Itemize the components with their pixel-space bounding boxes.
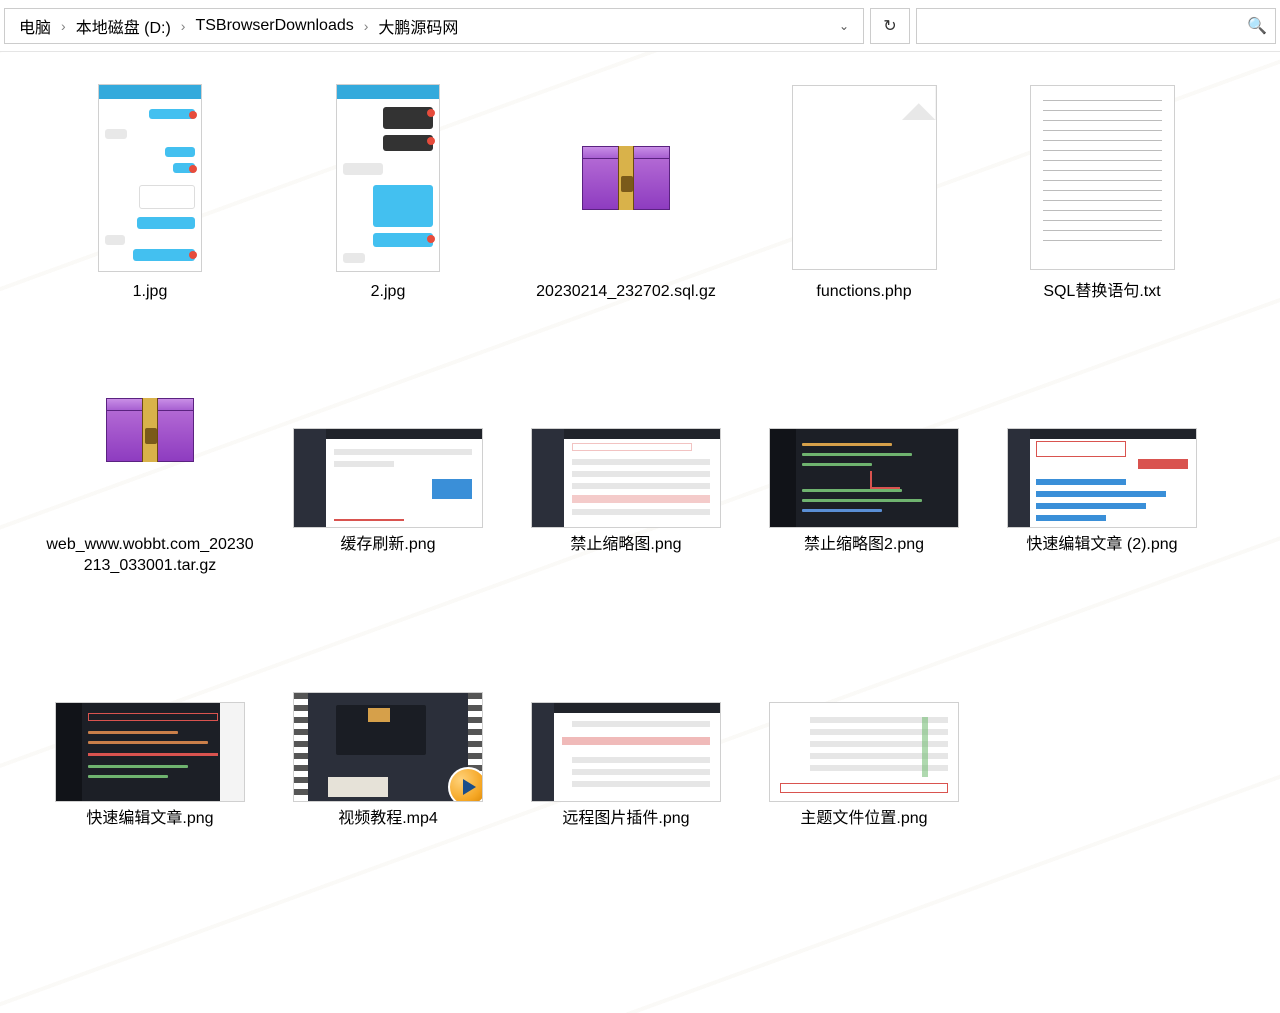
- file-name: 快速编辑文章 (2).png: [1026, 534, 1177, 556]
- file-item[interactable]: 禁止缩略图2.png: [754, 333, 974, 556]
- file-item[interactable]: 快速编辑文章 (2).png: [992, 333, 1212, 556]
- crumb-folder2[interactable]: 大鹏源码网: [374, 14, 462, 38]
- file-grid: 1.jpg 2.jpg 20230214_2327: [0, 52, 1280, 857]
- file-name: 2.jpg: [371, 281, 406, 303]
- file-name: functions.php: [816, 281, 911, 303]
- file-name: 主题文件位置.png: [800, 808, 927, 830]
- file-thumbnail: [293, 607, 483, 802]
- video-icon: [293, 692, 483, 802]
- file-thumbnail: [1007, 333, 1197, 528]
- file-name: 20230214_232702.sql.gz: [536, 281, 716, 303]
- crumb-folder1[interactable]: TSBrowserDownloads: [191, 17, 357, 35]
- search-input[interactable]: [925, 18, 1241, 34]
- file-item[interactable]: 20230214_232702.sql.gz: [516, 80, 736, 303]
- refresh-icon: ↻: [883, 16, 896, 36]
- file-thumbnail: [55, 607, 245, 802]
- file-item[interactable]: 远程图片插件.png: [516, 607, 736, 830]
- breadcrumb[interactable]: 电脑 › 本地磁盘 (D:) › TSBrowserDownloads › 大鹏…: [4, 8, 864, 44]
- file-item[interactable]: 禁止缩略图.png: [516, 333, 736, 556]
- php-file-icon: [792, 85, 937, 270]
- file-item[interactable]: web_www.wobbt.com_20230213_033001.tar.gz: [40, 333, 260, 577]
- file-name: 禁止缩略图2.png: [804, 534, 924, 556]
- crumb-pc[interactable]: 电脑: [15, 14, 55, 38]
- file-thumbnail: [293, 333, 483, 528]
- archive-icon: [106, 398, 194, 462]
- file-item[interactable]: 1.jpg: [40, 80, 260, 303]
- file-thumbnail: [531, 607, 721, 802]
- play-icon: [448, 767, 483, 802]
- file-thumbnail: [531, 80, 721, 275]
- chevron-down-icon[interactable]: ⌄: [831, 19, 857, 33]
- file-item[interactable]: 快速编辑文章.png: [40, 607, 260, 830]
- file-name: 禁止缩略图.png: [570, 534, 681, 556]
- chevron-right-icon: ›: [358, 18, 375, 34]
- file-name: 远程图片插件.png: [562, 808, 689, 830]
- file-item[interactable]: 主题文件位置.png: [754, 607, 974, 830]
- search-icon: 🔍: [1241, 16, 1267, 36]
- file-thumbnail: [769, 607, 959, 802]
- chevron-right-icon: ›: [55, 18, 72, 34]
- file-thumbnail: [1007, 80, 1197, 275]
- file-thumbnail: [769, 80, 959, 275]
- search-box[interactable]: 🔍: [916, 8, 1276, 44]
- file-item[interactable]: SQL替换语句.txt: [992, 80, 1212, 303]
- file-thumbnail: [293, 80, 483, 275]
- address-toolbar: 电脑 › 本地磁盘 (D:) › TSBrowserDownloads › 大鹏…: [0, 0, 1280, 52]
- file-name: 1.jpg: [133, 281, 168, 303]
- file-name: 缓存刷新.png: [340, 534, 435, 556]
- text-file-icon: [1030, 85, 1175, 270]
- file-thumbnail: [769, 333, 959, 528]
- file-item[interactable]: 视频教程.mp4: [278, 607, 498, 830]
- file-name: 视频教程.mp4: [338, 808, 438, 830]
- file-item[interactable]: 缓存刷新.png: [278, 333, 498, 556]
- crumb-drive[interactable]: 本地磁盘 (D:): [72, 14, 175, 38]
- chevron-right-icon: ›: [175, 18, 192, 34]
- file-name: SQL替换语句.txt: [1043, 281, 1160, 303]
- refresh-button[interactable]: ↻: [870, 8, 910, 44]
- file-item[interactable]: 2.jpg: [278, 80, 498, 303]
- archive-icon: [582, 146, 670, 210]
- file-name: web_www.wobbt.com_20230213_033001.tar.gz: [45, 534, 255, 577]
- file-thumbnail: [55, 80, 245, 275]
- file-item[interactable]: functions.php: [754, 80, 974, 303]
- file-thumbnail: [531, 333, 721, 528]
- file-name: 快速编辑文章.png: [86, 808, 213, 830]
- file-thumbnail: [55, 333, 245, 528]
